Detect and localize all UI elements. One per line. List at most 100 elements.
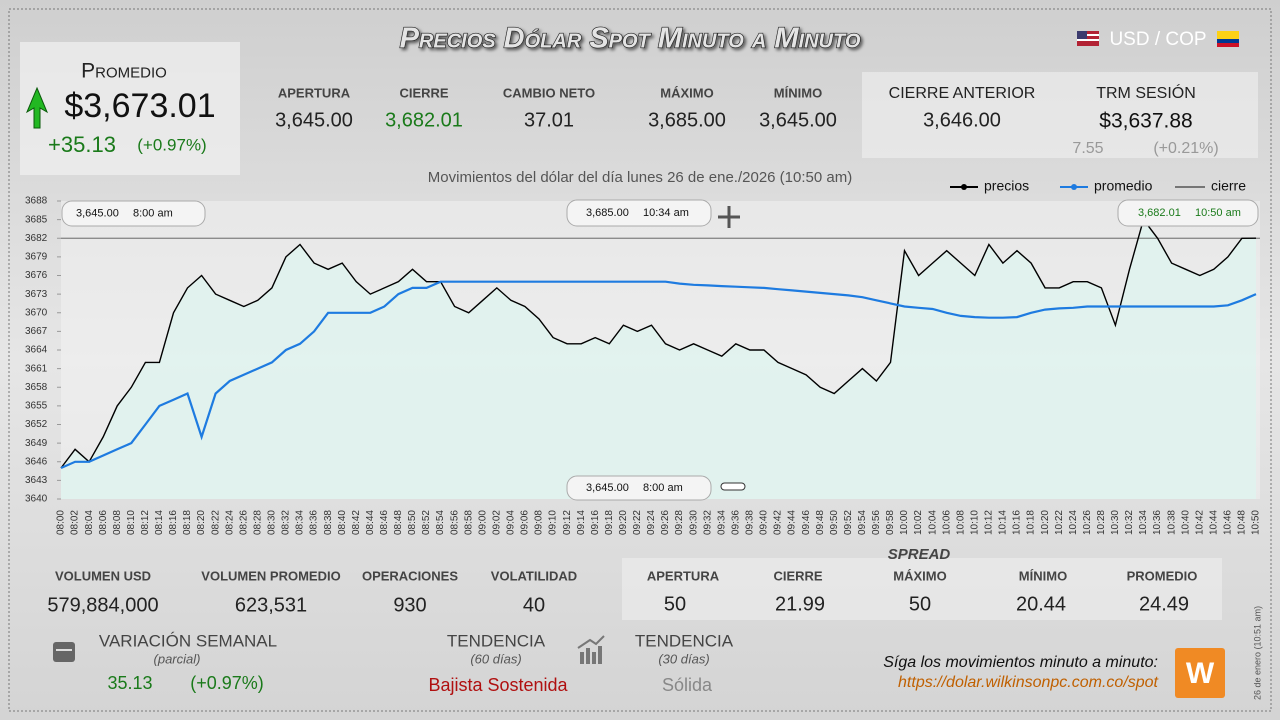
x-tick-label: 10:30	[1110, 510, 1121, 535]
x-tick-label: 09:30	[688, 510, 699, 535]
x-tick-label: 09:32	[702, 510, 713, 535]
x-tick-label: 08:04	[84, 510, 95, 535]
legend-dot	[1071, 184, 1077, 190]
x-tick-label: 08:18	[182, 510, 193, 535]
promedio-change: +35.13	[48, 132, 116, 157]
x-tick-label: 09:16	[590, 510, 601, 535]
x-tick-label: 08:10	[126, 510, 137, 535]
annotation-time: 10:50 am	[1195, 207, 1241, 219]
x-tick-label: 09:58	[885, 510, 896, 535]
x-tick-label: 10:36	[1152, 510, 1163, 535]
stat-label: VOLUMEN USD	[55, 568, 151, 583]
co-flag	[1217, 31, 1239, 47]
stat-label: CIERRE	[399, 85, 448, 100]
spread-value: 50	[909, 593, 931, 615]
variacion-note: (parcial)	[154, 651, 201, 666]
x-tick-label: 09:22	[632, 510, 643, 535]
annotation-price: 3,685.00	[586, 207, 629, 219]
y-tick-label: 3679	[25, 252, 48, 263]
logo[interactable]	[1175, 648, 1225, 698]
tendencia60-note: (60 días)	[470, 651, 521, 666]
area	[61, 219, 1256, 499]
y-tick-label: 3682	[25, 233, 48, 244]
x-tick-label: 08:00	[56, 510, 67, 535]
y-tick-label: 3685	[25, 214, 48, 225]
x-tick-label: 10:42	[1194, 510, 1205, 535]
stat-value: 3,685.00	[648, 109, 726, 131]
annotation-price: 3,682.01	[1138, 207, 1181, 219]
frame	[8, 8, 1272, 712]
annotation-time: 10:34 am	[643, 207, 689, 219]
timestamp: 26 de enero (10:51 am)	[1252, 606, 1262, 700]
scroll-handle	[720, 482, 746, 491]
x-tick-label: 09:40	[759, 510, 770, 535]
x-tick-label: 10:20	[1040, 510, 1051, 535]
x-tick-label: 10:32	[1124, 510, 1135, 535]
x-tick-label: 09:00	[477, 510, 488, 535]
title: Precios Dólar Spot Minuto a Minuto	[400, 23, 861, 55]
y-tick-label: 3649	[25, 438, 48, 449]
x-tick-label: 08:44	[365, 510, 376, 535]
variacion-value: 35.13	[107, 673, 152, 693]
stat-value: 3,645.00	[275, 109, 353, 131]
us-flag	[1077, 31, 1099, 46]
promedio-change-pct: (+0.97%)	[137, 135, 206, 154]
x-tick-label: 08:56	[449, 510, 460, 535]
spread-label: APERTURA	[647, 568, 720, 583]
y-tick-label: 3646	[25, 456, 48, 467]
x-tick-label: 08:46	[379, 510, 390, 535]
x-tick-label: 10:46	[1223, 510, 1234, 535]
x-tick-label: 08:20	[196, 510, 207, 535]
stat-label: APERTURA	[278, 85, 351, 100]
x-tick-label: 10:26	[1082, 510, 1093, 535]
x-tick-label: 08:16	[168, 510, 179, 535]
annotation-box	[566, 199, 712, 227]
stat-value: 930	[393, 594, 426, 616]
x-tick-label: 09:36	[730, 510, 741, 535]
x-tick-label: 09:18	[604, 510, 615, 535]
x-tick-label: 09:34	[716, 510, 727, 535]
x-tick-label: 09:50	[829, 510, 840, 535]
tendencia30-label: TENDENCIA	[635, 631, 734, 650]
legend-label: promedio	[1094, 178, 1153, 194]
y-tick-label: 3670	[25, 307, 48, 318]
spread-label: CIERRE	[773, 568, 822, 583]
stat-value: 40	[523, 594, 545, 616]
stat-label: MÁXIMO	[660, 85, 713, 100]
x-tick-label: 08:12	[140, 510, 151, 535]
x-tick-label: 08:58	[463, 510, 474, 535]
x-tick-label: 08:28	[252, 510, 263, 535]
stat-value: 623,531	[235, 594, 307, 616]
promedio-value: $3,673.01	[64, 87, 215, 125]
annotation-price: 3,645.00	[76, 207, 119, 219]
spread-value: 24.49	[1139, 593, 1189, 615]
footer-url[interactable]: https://dolar.wilkinsonpc.com.co/spot	[898, 674, 1159, 691]
x-tick-label: 10:16	[1012, 510, 1023, 535]
x-tick-label: 08:32	[281, 510, 292, 535]
cierre-anterior-label: CIERRE ANTERIOR	[889, 85, 1036, 102]
x-tick-label: 08:50	[407, 510, 418, 535]
x-tick-label: 09:24	[646, 510, 657, 535]
stat-value: 579,884,000	[47, 594, 158, 616]
spread-label: MÍNIMO	[1019, 568, 1067, 583]
x-tick-label: 08:38	[323, 510, 334, 535]
x-tick-label: 08:02	[70, 510, 81, 535]
x-tick-label: 10:28	[1096, 510, 1107, 535]
x-tick-label: 08:48	[393, 510, 404, 535]
trm-value: $3,637.88	[1099, 110, 1192, 133]
x-tick-label: 09:04	[506, 510, 517, 535]
y-tick-label: 3640	[25, 494, 48, 505]
x-tick-label: 10:50	[1251, 510, 1262, 535]
right-panel	[862, 72, 1258, 158]
x-tick-label: 08:08	[112, 510, 123, 535]
spread-label: MÁXIMO	[893, 568, 946, 583]
x-tick-label: 09:10	[548, 510, 559, 535]
x-tick-label: 09:02	[491, 510, 502, 535]
promedio-panel	[20, 42, 240, 175]
stat-label: VOLUMEN PROMEDIO	[201, 568, 340, 583]
spread-title: SPREAD	[888, 546, 951, 563]
annotation-box	[1117, 199, 1259, 227]
x-tick-label: 10:06	[941, 510, 952, 535]
annotation-time: 8:00 am	[133, 207, 173, 219]
